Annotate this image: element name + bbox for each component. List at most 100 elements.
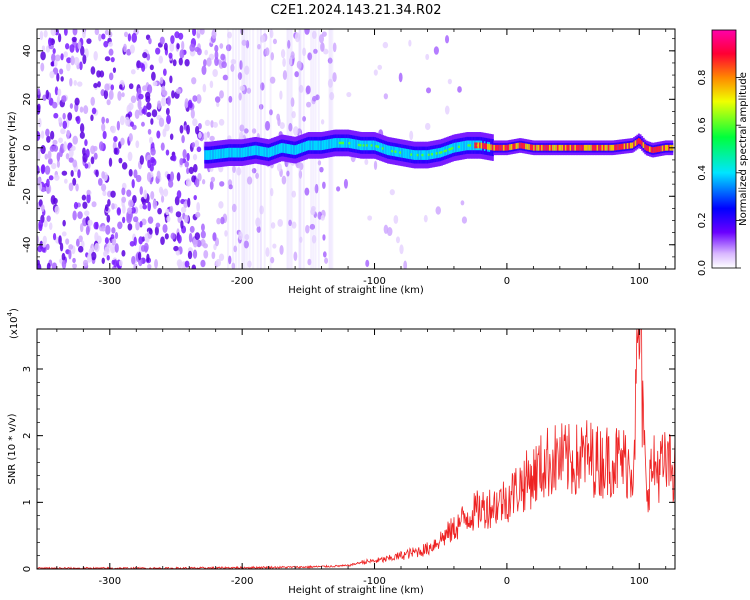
spectrogram-noise-cell <box>212 121 218 128</box>
spectrogram-noise-cell <box>146 112 152 118</box>
spectrogram-ridge-peak <box>618 144 621 150</box>
spectrogram-noise-cell <box>102 130 107 140</box>
spectrogram-ridge-peak <box>348 141 352 145</box>
spectrogram-noise-cell <box>54 174 60 181</box>
spectrogram-y-tick-label: 0 <box>22 145 33 151</box>
spectrogram-ridge-peak <box>430 152 434 156</box>
spectrogram-ridge-peak <box>523 143 526 150</box>
spectrogram-noise-cell <box>147 128 152 135</box>
spectrogram-noise-cell <box>194 140 200 148</box>
spectrogram-noise-cell <box>104 29 110 36</box>
spectrogram-noise-cell <box>114 243 119 253</box>
spectrogram-ridge-peak <box>614 144 617 151</box>
spectrogram-noise-cell <box>200 259 206 268</box>
spectrogram-noise-cell <box>124 31 129 38</box>
spectrogram-noise-cell <box>175 250 181 256</box>
spectrogram-noise-cell <box>121 196 127 203</box>
spectrogram-ridge-cell <box>305 141 308 151</box>
spectrogram-noise-cell <box>69 103 74 109</box>
spectrogram-ridge-cell <box>266 147 269 158</box>
spectrogram-noise-cell <box>91 107 97 115</box>
spectrogram-ridge-cell <box>277 144 280 154</box>
spectrogram-y-tick-label: -20 <box>22 188 33 204</box>
spectrogram-noise-cell <box>156 130 161 139</box>
spectrogram-noise-cell <box>178 57 183 66</box>
spectrogram-noise-cell <box>294 71 300 78</box>
spectrogram-noise-cell <box>116 207 122 216</box>
spectrogram-noise-cell <box>160 188 164 196</box>
spectrogram-ridge-peak <box>598 144 601 151</box>
spectrogram-noise-cell <box>324 257 329 264</box>
spectrogram-ridge-peak <box>642 142 645 149</box>
spectrogram-noise-cell <box>65 153 70 160</box>
spectrogram-noise-cell <box>61 252 66 261</box>
spectrogram-ridge-peak <box>494 144 497 151</box>
spectrogram-ridge-peak <box>398 151 402 154</box>
spectrogram-ridge-cell <box>280 143 283 153</box>
spectrogram-noise-cell <box>141 198 147 206</box>
spectrogram-ridge-peak <box>650 146 653 153</box>
spectrogram-ridge-peak <box>588 144 591 151</box>
spectrogram-ridge-cell <box>274 145 277 156</box>
spectrogram-noise-cell <box>61 231 67 237</box>
snr-y-tick-label: 0 <box>22 566 33 572</box>
spectrogram-noise-cell <box>108 41 113 47</box>
spectrogram-noise-cell <box>307 52 313 61</box>
spectrogram-ridge-peak <box>550 144 553 151</box>
spectrogram-ridge-cell <box>237 147 240 158</box>
spectrogram-noise-cell <box>85 225 90 236</box>
spectrogram-noise-cell <box>90 96 95 106</box>
spectrogram-ridge-peak <box>564 144 567 151</box>
spectrogram-ridge-peak <box>547 144 550 151</box>
spectrogram-noise-cell <box>457 86 462 93</box>
spectrogram-ridge-peak <box>631 142 634 149</box>
spectrogram-noise-cell <box>107 199 111 207</box>
spectrogram-ridge-cell <box>413 150 416 160</box>
spectrogram-noise-cell <box>176 43 180 50</box>
spectrogram-ridge-cell <box>464 140 467 151</box>
spectrogram-noise-cell <box>77 169 81 179</box>
spectrogram-ridge-peak <box>583 144 586 151</box>
spectrogram-noise-cell <box>287 39 291 49</box>
spectrogram-noise-cell <box>220 216 225 225</box>
spectrogram-ridge-cell <box>231 147 234 158</box>
spectrogram-noise-cell <box>68 182 74 192</box>
spectrogram-noise-cell <box>210 120 214 128</box>
spectrogram-noise-cell <box>244 65 250 76</box>
spectrogram-ridge-peak <box>365 144 369 147</box>
spectrogram-noise-cell <box>395 236 400 244</box>
spectrogram-noise-cell <box>104 204 109 212</box>
spectrogram-noise-cell <box>56 95 61 105</box>
spectrogram-noise-cell <box>50 130 55 140</box>
spectrogram-noise-cell <box>98 178 103 186</box>
spectrogram-noise-cell <box>95 169 99 178</box>
spectrogram-noise-cell <box>386 226 393 237</box>
spectrogram-noise-cell <box>147 201 152 212</box>
spectrogram-noise-cell <box>211 251 216 260</box>
spectrogram-ridge-peak <box>376 145 380 149</box>
spectrogram-x-tick-label: -300 <box>98 276 121 287</box>
spectrogram-noise-cell <box>52 48 56 55</box>
spectrogram-noise-cell <box>184 161 190 168</box>
spectrogram-noise-cell <box>245 40 250 49</box>
spectrogram-y-tick-label: 20 <box>22 93 33 106</box>
spectrogram-noise-cell <box>149 164 154 172</box>
spectrogram-noise-cell <box>165 208 170 216</box>
spectrogram-ridge-cell <box>329 138 332 149</box>
spectrogram-x-label: Height of straight line (km) <box>288 285 424 296</box>
spectrogram-ridge-peak <box>480 142 483 149</box>
spectrogram-noise-cell <box>211 29 217 40</box>
spectrogram-noise-cell <box>119 115 125 126</box>
snr-y-tick-label: 3 <box>22 366 33 372</box>
spectrogram-ridge-cell <box>406 148 409 159</box>
spectrogram-ridge-peak <box>506 144 509 151</box>
spectrogram-noise-cell <box>155 222 161 228</box>
spectrogram-noise-cell <box>41 45 46 52</box>
spectrogram-noise-cell <box>304 29 310 35</box>
spectrogram-noise-cell <box>203 249 209 259</box>
spectrogram-noise-cell <box>54 86 59 96</box>
spectrogram-ridge-cell <box>383 144 386 154</box>
spectrogram-noise-cell <box>79 131 85 139</box>
spectrogram-noise-cell <box>104 237 109 244</box>
spectrogram-noise-cell <box>146 253 150 263</box>
